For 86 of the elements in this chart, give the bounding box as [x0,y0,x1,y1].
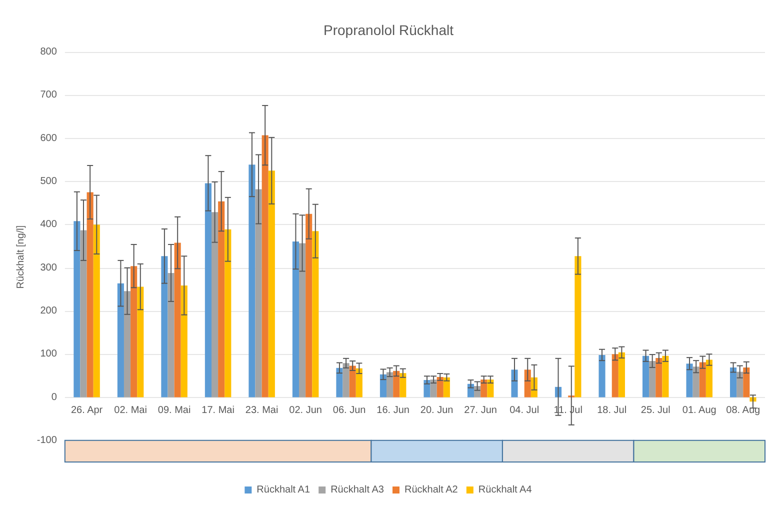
bar [218,201,225,398]
bar [180,285,188,398]
bar [224,229,232,398]
legend-label: Rückhalt A1 [256,484,310,496]
bar [124,291,131,398]
bar [736,372,744,398]
bar [299,243,306,398]
y-tick-label: 600 [40,132,58,144]
x-tick-label: 27. Jun [464,404,497,416]
bar [612,354,618,398]
bar [730,367,737,398]
bar [649,361,656,398]
bar [386,372,394,398]
legend-label: Rückhalt A3 [330,484,384,496]
y-tick-label: 500 [40,176,58,187]
bar [255,189,262,398]
x-tick-label: 09. Mai [158,404,191,416]
bar [574,256,582,398]
y-tick-label: -100 [36,434,58,446]
legend-label: Rückhalt A2 [404,484,458,496]
x-tick-label: 02. Mai [114,404,147,416]
x-tick-label: 08. Aug [726,404,760,416]
x-tick-label: 23. Mai [245,404,278,416]
bar [342,363,350,398]
bar [262,135,268,398]
x-tick-label: 04. Jul [510,404,540,416]
chart-title: Propranolol Rückhalt [324,22,454,38]
x-tick-label: 18. Jul [597,404,627,416]
bar [380,374,387,398]
bar [130,266,138,398]
bar [204,183,212,398]
bar [292,241,300,398]
bar [743,367,750,398]
bar [487,380,494,398]
y-tick-label: 300 [40,262,58,274]
bar [168,272,174,398]
x-tick-label: 25. Jul [640,404,670,416]
bar [312,231,319,398]
bar [686,364,693,398]
y-tick-label: 800 [40,46,58,58]
x-tick-label: 06. Jun [332,404,366,416]
x-tick-label: 01. Aug [682,404,716,416]
y-axis-title: Rückhalt [ng/l] [16,225,26,289]
bar [642,356,650,398]
bar [524,370,531,398]
y-tick-label: 0 [51,392,58,403]
bar [699,362,706,398]
bar [349,366,356,398]
bar [80,230,87,398]
x-tick-label: 16. Jun [376,404,410,416]
bar [137,286,144,398]
bar [443,377,450,398]
bar [117,283,124,398]
bar [268,170,275,398]
x-tick-label: 17. Mai [202,404,234,416]
y-tick-label: 100 [40,348,58,360]
x-tick-label: 26. Apr [70,404,104,416]
bar [400,373,406,398]
bar [174,242,181,398]
bar [436,376,444,398]
legend-label: Rückhalt A4 [478,484,532,496]
bar [161,256,168,398]
x-tick-label: 20. Jun [420,404,454,416]
y-tick-label: 200 [40,305,58,316]
bar [706,360,712,398]
bar [598,354,606,398]
bar [656,358,662,398]
bar [393,370,400,398]
y-tick-label: 700 [40,90,58,101]
y-tick-label: 400 [40,219,58,230]
bar [211,212,218,398]
bar [618,352,625,398]
bar [692,366,700,398]
bar [306,214,312,398]
bar [511,370,518,398]
bar [356,368,362,398]
bar [74,221,80,398]
bar [248,164,256,398]
x-tick-label: 02. Jun [289,404,322,416]
bar [662,356,669,398]
bar [424,380,430,398]
bar [86,192,94,398]
bar [480,380,488,398]
bar [93,224,100,398]
bar [336,368,343,398]
bar [430,380,437,398]
